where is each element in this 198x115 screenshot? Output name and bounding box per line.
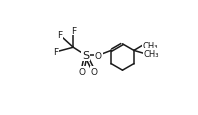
Text: O: O <box>90 67 97 76</box>
Text: CH₃: CH₃ <box>144 49 159 58</box>
Text: CH₃: CH₃ <box>143 41 158 50</box>
Text: O: O <box>95 51 102 60</box>
Text: S: S <box>82 51 89 61</box>
Text: F: F <box>57 31 62 40</box>
Text: F: F <box>53 48 59 57</box>
Text: O: O <box>79 67 86 76</box>
Text: F: F <box>71 26 76 35</box>
